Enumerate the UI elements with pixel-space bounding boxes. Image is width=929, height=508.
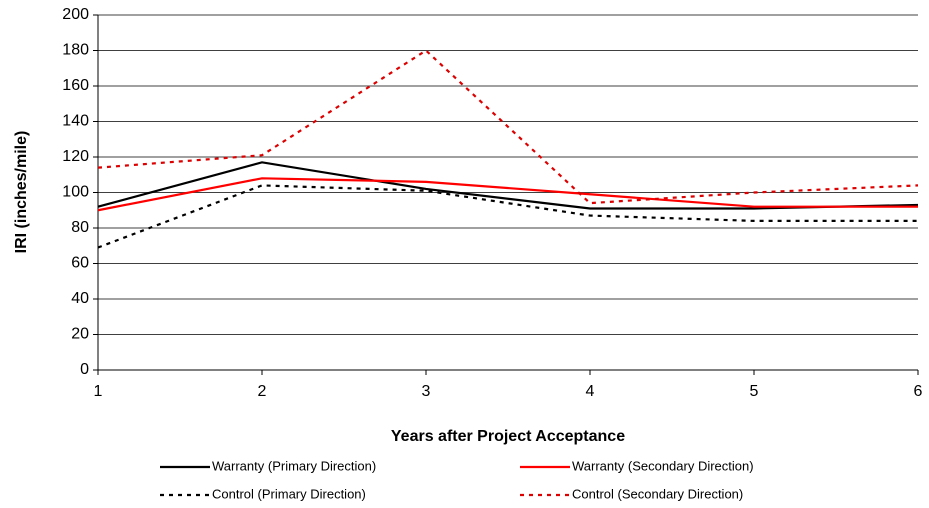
- x-tick-label: 2: [258, 383, 267, 400]
- legend-label: Control (Primary Direction): [212, 486, 366, 501]
- x-axis-title: Years after Project Acceptance: [391, 428, 625, 445]
- y-tick-label: 80: [71, 219, 89, 236]
- legend-label: Control (Secondary Direction): [572, 486, 743, 501]
- y-tick-label: 0: [80, 361, 89, 378]
- y-tick-label: 120: [62, 148, 89, 165]
- y-tick-label: 20: [71, 326, 89, 343]
- y-axis-title: IRI (inches/mile): [13, 131, 30, 254]
- legend-label: Warranty (Secondary Direction): [572, 458, 754, 473]
- y-tick-label: 140: [62, 113, 89, 130]
- y-tick-label: 40: [71, 290, 89, 307]
- x-tick-label: 5: [750, 383, 759, 400]
- series-line: [97, 49, 919, 205]
- series-line: [97, 161, 919, 210]
- x-tick-label: 4: [586, 383, 595, 400]
- series-line: [97, 184, 918, 249]
- y-tick-label: 180: [62, 42, 89, 59]
- y-tick-label: 60: [71, 255, 89, 272]
- x-tick-label: 1: [94, 383, 103, 400]
- y-tick-label: 200: [62, 6, 89, 23]
- y-tick-label: 100: [62, 184, 89, 201]
- series-line: [97, 177, 918, 212]
- x-tick-label: 3: [422, 383, 431, 400]
- x-tick-label: 6: [914, 383, 923, 400]
- legend-label: Warranty (Primary Direction): [212, 458, 376, 473]
- y-tick-label: 160: [62, 77, 89, 94]
